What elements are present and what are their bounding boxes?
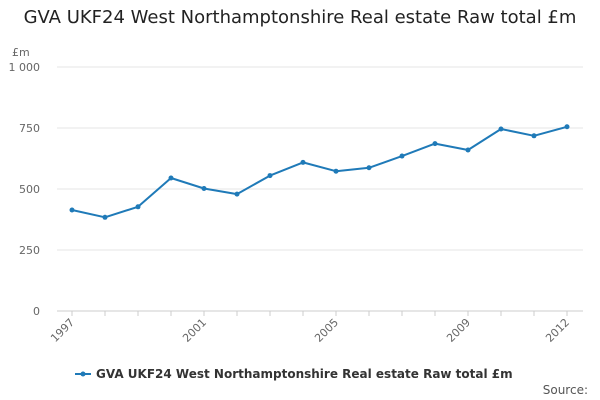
data-point [69, 207, 75, 213]
y-tick-label: 500 [19, 183, 40, 196]
data-point [333, 168, 339, 174]
data-point [102, 214, 108, 220]
y-axis-unit-label: £m [12, 46, 30, 59]
data-point [234, 191, 240, 197]
chart-title: GVA UKF24 West Northamptonshire Real est… [23, 7, 577, 28]
gridlines [57, 66, 583, 312]
data-point [267, 173, 273, 179]
data-point [135, 204, 141, 210]
legend[interactable]: GVA UKF24 West Northamptonshire Real est… [75, 367, 513, 381]
x-tick-label: 2001 [180, 316, 209, 345]
data-point [531, 133, 537, 139]
series-layer [69, 124, 570, 220]
y-tick-label: 750 [19, 122, 40, 135]
data-point [564, 124, 570, 130]
data-point [498, 126, 504, 132]
data-point [366, 165, 372, 171]
data-point [399, 153, 405, 159]
data-point [201, 186, 207, 192]
x-tick-label: 1997 [48, 316, 77, 345]
data-point [432, 141, 438, 147]
y-tick-label: 1 000 [9, 61, 41, 74]
legend-swatch-marker [80, 371, 86, 377]
y-tick-label: 250 [19, 244, 40, 257]
x-tick-label: 2005 [312, 316, 341, 345]
legend-label: GVA UKF24 West Northamptonshire Real est… [96, 367, 513, 381]
series-line [71, 125, 568, 219]
axes: 0 250 500 750 1 000 1997 2001 2005 2009 2012 [9, 61, 573, 345]
x-tick-label: 2009 [444, 316, 473, 345]
data-point [168, 175, 174, 181]
data-point [465, 147, 471, 153]
data-point [300, 159, 306, 165]
y-tick-label: 0 [33, 305, 40, 318]
x-tick-label: 2012 [543, 316, 572, 345]
source-label: Source: [543, 383, 588, 397]
